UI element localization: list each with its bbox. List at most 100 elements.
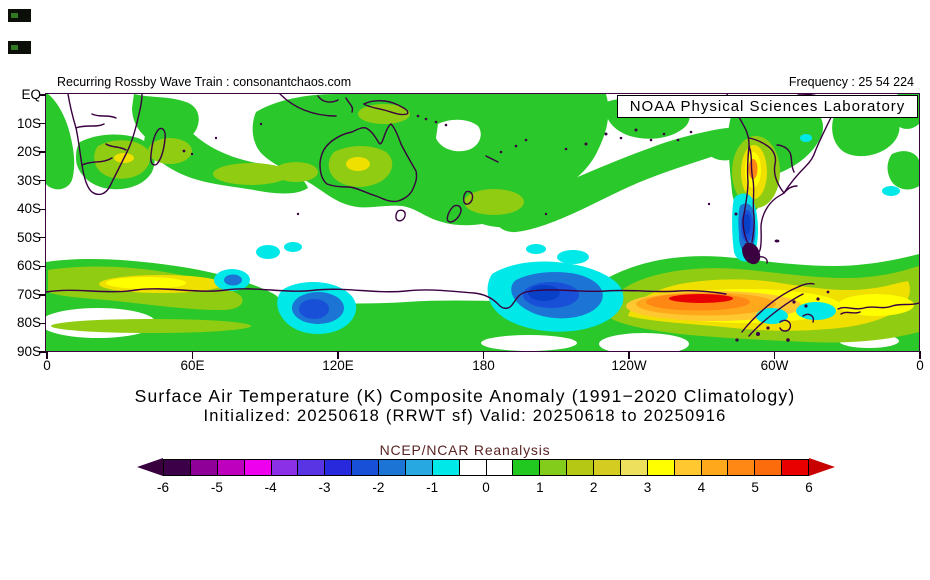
colorbar-cell <box>270 460 298 475</box>
colorbar-tick-label: 0 <box>482 480 490 495</box>
cold-anomaly-cores <box>214 134 900 334</box>
colorbar-tick-label: -6 <box>156 480 170 495</box>
colorbar-cell <box>700 460 728 475</box>
south-america-coastline <box>726 94 835 254</box>
antarctic-peninsula <box>741 282 815 337</box>
colorbar: -6 -5 -4 -3 -2 -1 0 1 2 3 4 5 6 <box>137 458 835 495</box>
y-axis-tick <box>39 265 46 268</box>
frequency-label: Frequency : 25 54 224 <box>788 75 914 89</box>
colorbar-tick-label: -3 <box>318 480 331 495</box>
x-axis-tick <box>773 351 776 359</box>
y-axis-label: 20S <box>16 144 41 160</box>
ui-artifact-speck <box>11 45 18 50</box>
colorbar-tick-label: 3 <box>643 480 652 495</box>
y-axis-tick <box>39 351 46 353</box>
argentina-orange-core <box>748 159 758 179</box>
x-axis-label: 60W <box>760 358 789 373</box>
x-axis-label: 0 <box>916 358 924 373</box>
antarctica-coastline-west <box>837 302 919 315</box>
new-zealand-coastline <box>446 190 474 223</box>
chart-title: Surface Air Temperature (K) Composite An… <box>134 386 796 406</box>
colorbar-cell <box>727 460 755 475</box>
australia-coastline <box>319 123 418 203</box>
colorbar-cell <box>164 460 190 475</box>
colorbar-cell <box>216 460 244 475</box>
x-axis-tick <box>482 351 485 359</box>
x-axis-label: 180 <box>472 358 495 373</box>
y-axis-label: 50S <box>16 229 41 245</box>
ui-artifact-speck <box>11 13 18 18</box>
y-axis-label: 10S <box>16 115 41 131</box>
x-axis-tick <box>191 351 194 359</box>
colorbar-cell <box>324 460 352 475</box>
y-axis-tick <box>39 208 46 210</box>
y-axis-tick <box>39 322 46 325</box>
new-guinea-coastline <box>362 100 409 116</box>
colorbar-cell <box>351 460 378 475</box>
chart-subtitle: Initialized: 20250618 (RRWT sf) Valid: 2… <box>203 407 727 425</box>
colorbar-cells <box>163 459 809 476</box>
plus6-red-core <box>669 294 733 303</box>
colorbar-tick-label: 6 <box>805 480 813 495</box>
y-axis-tick <box>39 94 46 96</box>
y-axis-label: 40S <box>16 201 41 217</box>
colorbar-cell <box>485 460 513 475</box>
africa-coastline <box>67 94 143 196</box>
anomaly-map-svg <box>46 94 919 351</box>
y-axis-tick <box>39 122 46 125</box>
colorbar-tick-label: -2 <box>372 480 385 495</box>
tasmania-coastline <box>395 209 406 222</box>
colorbar-cell <box>512 460 540 475</box>
map-plot-area <box>45 93 920 352</box>
warm-anomaly-cores <box>48 104 919 343</box>
madagascar-coastline <box>150 127 166 166</box>
minus3-deepest-blue <box>528 214 751 301</box>
colorbar-tick-label: 2 <box>589 480 598 495</box>
island-specks <box>182 114 830 342</box>
antarctica-coastline-east <box>46 288 727 309</box>
x-axis-label: 120E <box>322 358 354 373</box>
y-axis-tick <box>39 294 46 296</box>
colorbar-cell <box>404 460 432 475</box>
ui-artifact-top <box>8 9 31 22</box>
colorbar-cell <box>593 460 620 475</box>
colorbar-left-arrow <box>137 458 163 476</box>
colorbar-cell <box>458 460 486 475</box>
new-caledonia <box>485 155 499 163</box>
colorbar-cell <box>781 460 808 475</box>
noaa-psl-badge: NOAA Physical Sciences Laboratory <box>617 95 918 118</box>
reanalysis-source-label: NCEP/NCAR Reanalysis <box>379 442 551 458</box>
plot-header-title: Recurring Rossby Wave Train : consonantc… <box>57 75 352 89</box>
y-axis-tick <box>39 179 46 182</box>
colorbar-cell <box>189 460 217 475</box>
colorbar-tick-labels: -6 -5 -4 -3 -2 -1 0 1 2 3 4 5 6 <box>137 480 835 498</box>
colorbar-tick-label: 1 <box>536 480 544 495</box>
colorbar-cell <box>243 460 271 475</box>
x-axis-label: 0 <box>43 358 51 373</box>
colorbar-cell <box>297 460 325 475</box>
colorbar-cell <box>673 460 701 475</box>
y-axis-label: 70S <box>16 286 41 302</box>
x-axis-label: 60E <box>180 358 205 373</box>
y-axis-label: 60S <box>16 258 41 274</box>
colorbar-tick-label: 4 <box>697 480 706 495</box>
africa-borders <box>75 113 127 166</box>
y-axis-label: 80S <box>16 315 41 331</box>
ui-artifact-bottom <box>8 41 31 54</box>
colorbar-cell <box>431 460 459 475</box>
colorbar-cell <box>539 460 567 475</box>
colorbar-tick-label: 5 <box>751 480 759 495</box>
colorbar-cell <box>754 460 782 475</box>
y-axis-tick <box>39 151 46 153</box>
y-axis-tick <box>39 237 46 239</box>
colorbar-cell <box>619 460 647 475</box>
south-america-borders <box>748 137 798 194</box>
andes-border <box>748 145 755 243</box>
coastlines <box>46 94 919 337</box>
x-axis-tick <box>337 351 339 359</box>
x-axis-tick <box>919 351 921 359</box>
y-axis-label: 30S <box>16 172 41 188</box>
colorbar-tick-label: -4 <box>264 480 277 495</box>
x-axis-tick <box>46 351 48 359</box>
